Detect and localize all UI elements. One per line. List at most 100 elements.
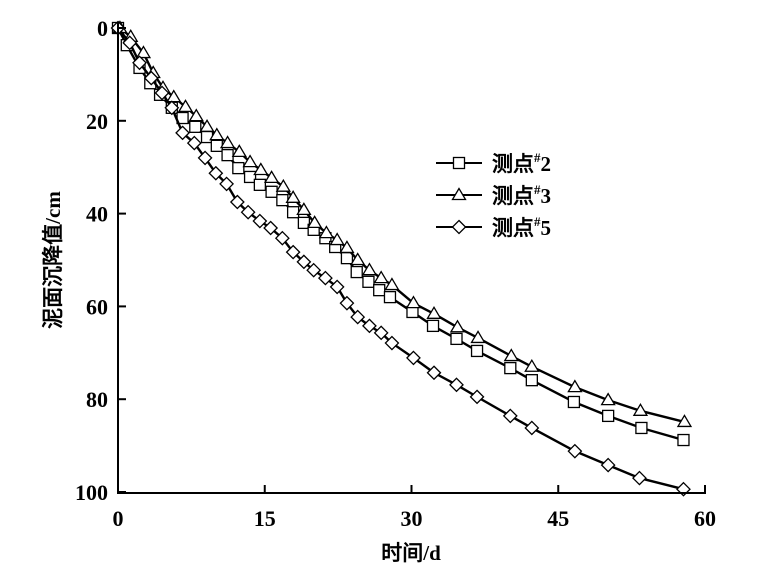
data-point — [275, 178, 291, 192]
series-square — [111, 21, 690, 447]
data-point — [132, 55, 147, 71]
data-point — [231, 144, 247, 158]
data-point — [208, 165, 224, 181]
data-point — [285, 190, 301, 203]
data-point — [470, 344, 484, 358]
series-triangle — [112, 20, 693, 428]
data-point — [449, 377, 464, 393]
data-point — [503, 348, 519, 362]
data-point — [253, 162, 269, 176]
data-point — [265, 185, 278, 198]
data-point — [186, 135, 202, 151]
data-point — [297, 216, 311, 230]
data-point — [373, 325, 389, 341]
legend-label: 测点#5 — [492, 214, 551, 240]
data-point — [340, 251, 354, 265]
data-point — [329, 232, 345, 246]
data-point — [373, 270, 389, 284]
data-point — [567, 443, 583, 459]
data-point — [232, 161, 245, 175]
data-point — [188, 108, 204, 122]
series-line — [116, 27, 684, 442]
data-point — [384, 277, 400, 291]
legend-item: 测点#3 — [436, 182, 551, 208]
data-point — [406, 350, 421, 366]
data-point — [164, 100, 180, 116]
data-point — [189, 120, 202, 133]
data-point — [676, 414, 693, 428]
data-point — [362, 275, 375, 288]
data-point — [318, 225, 335, 239]
data-point — [263, 170, 280, 184]
data-point — [339, 295, 355, 311]
y-tick-label: 20 — [86, 109, 108, 134]
data-point — [524, 358, 540, 372]
data-point — [383, 290, 397, 304]
x-tick-label: 45 — [547, 506, 569, 531]
data-point — [339, 240, 355, 254]
data-point — [426, 306, 442, 319]
data-point — [600, 392, 616, 406]
data-point — [263, 220, 279, 236]
data-point — [567, 379, 583, 393]
y-tick-label: 40 — [86, 202, 108, 227]
data-point — [166, 89, 182, 103]
data-point — [317, 270, 333, 286]
data-point — [252, 213, 268, 229]
data-point — [285, 244, 301, 260]
data-point — [405, 295, 422, 309]
data-point — [199, 119, 215, 132]
data-point — [210, 139, 223, 153]
y-tick-label: 100 — [75, 480, 108, 505]
data-point — [253, 178, 267, 191]
data-point — [384, 335, 400, 351]
series-line — [117, 27, 684, 491]
data-point — [449, 319, 466, 333]
legend-marker-diamond — [451, 219, 467, 235]
data-point — [470, 330, 486, 344]
legend-label: 测点#3 — [492, 182, 551, 208]
data-point — [177, 99, 194, 113]
data-point — [450, 332, 463, 346]
data-point — [524, 420, 540, 436]
data-point — [329, 279, 345, 295]
data-point — [307, 215, 323, 229]
data-point — [350, 265, 363, 279]
x-tick-label: 60 — [694, 506, 716, 531]
data-point — [306, 262, 322, 278]
y-tick-label: 60 — [86, 294, 108, 319]
data-point — [219, 176, 235, 192]
x-tick-label: 30 — [401, 506, 423, 531]
x-tick-label: 0 — [113, 506, 124, 531]
data-point — [175, 125, 190, 141]
data-point — [350, 252, 366, 266]
axis-ticks: 0 15 30 45 60 0 20 40 60 80 100 — [75, 16, 716, 531]
data-point — [197, 150, 213, 166]
legend-item: 测点#5 — [436, 214, 551, 240]
data-point — [567, 395, 581, 409]
data-point — [243, 170, 257, 184]
data-point — [502, 408, 518, 424]
data-point — [632, 470, 647, 486]
x-tick-label: 15 — [254, 506, 276, 531]
series-diamond — [110, 20, 691, 497]
data-point — [635, 421, 648, 435]
data-point — [361, 262, 378, 276]
data-point — [219, 135, 236, 149]
data-point — [286, 206, 300, 219]
data-point — [504, 361, 517, 375]
data-point — [221, 148, 234, 162]
data-point — [209, 127, 225, 141]
data-point — [525, 374, 538, 387]
legend-marker-triangle — [451, 187, 467, 201]
legend-label: 测点#2 — [492, 150, 551, 176]
data-point — [135, 45, 152, 59]
data-point — [143, 70, 159, 86]
data-point — [229, 194, 245, 210]
legend-item: 测点#2 — [436, 150, 551, 176]
data-point — [154, 85, 170, 101]
series-line — [119, 27, 685, 424]
legend-marker-square — [452, 156, 466, 170]
data-point — [296, 202, 312, 216]
